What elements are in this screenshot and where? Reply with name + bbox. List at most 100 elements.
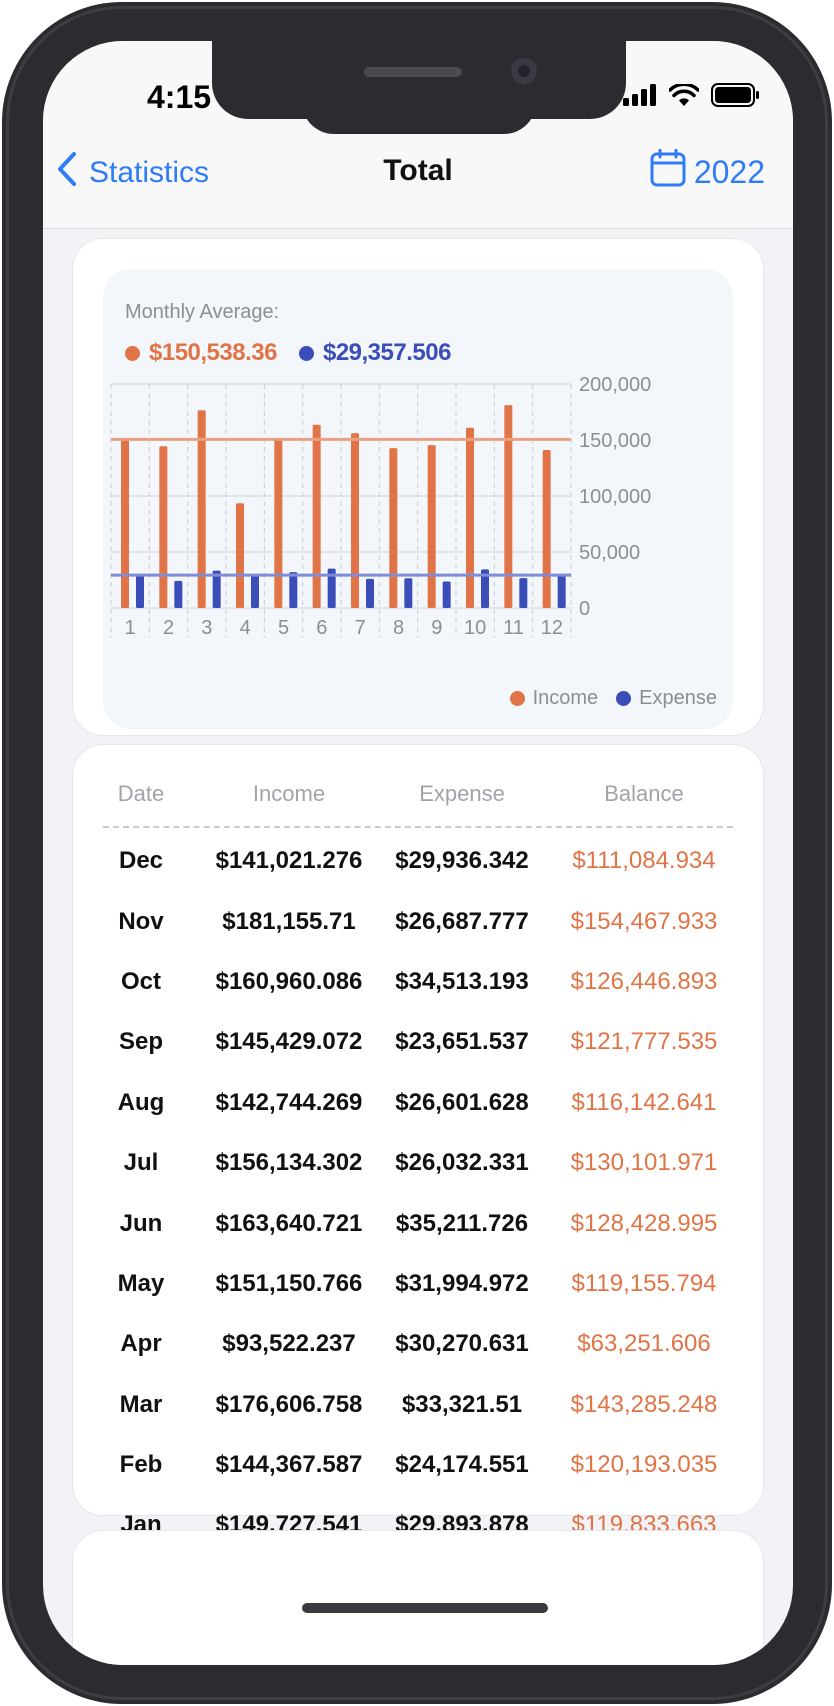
monthly-table-card: Date Income Expense Balance Dec $141,021.… xyxy=(73,745,763,1538)
home-indicator[interactable] xyxy=(302,1603,548,1613)
table-row[interactable]: Dec $141,021.276 $29,936.342 $111,084.934 xyxy=(73,831,763,891)
y-tick-label: 100,000 xyxy=(579,486,651,508)
row-balance: $116,142.641 xyxy=(571,1088,717,1116)
expense-bar xyxy=(366,578,374,608)
row-income: $181,155.71 xyxy=(222,907,356,935)
x-tick-label: 4 xyxy=(240,617,251,639)
income-average: $150,538.36 xyxy=(125,339,277,367)
row-balance: $143,285.248 xyxy=(570,1390,718,1418)
row-balance: $63,251.606 xyxy=(577,1330,711,1358)
expense-bar xyxy=(289,572,298,608)
row-date: May xyxy=(117,1269,165,1297)
legend-income: Income xyxy=(509,687,599,710)
expense-bar xyxy=(174,580,183,608)
calendar-icon xyxy=(650,148,686,195)
table-row[interactable]: Jun $163,640.721 $35,211.726 $128,428.995 xyxy=(73,1193,763,1253)
legend-income-label: Income xyxy=(532,687,599,709)
income-bar xyxy=(466,427,474,608)
x-tick-label: 10 xyxy=(464,617,486,639)
camera-icon xyxy=(511,58,537,84)
row-date: Nov xyxy=(118,907,164,935)
x-tick-label: 9 xyxy=(431,617,442,639)
expense-bar xyxy=(327,568,336,608)
page-title: Total xyxy=(383,154,453,187)
table-row[interactable]: Mar $176,606.758 $33,321.51 $143,285.248 xyxy=(73,1375,763,1435)
expense-bar xyxy=(136,574,144,608)
chart-card: Monthly Average: $150,538.36 $29,357.506… xyxy=(73,239,763,735)
row-balance: $128,428.995 xyxy=(570,1209,718,1237)
row-expense: $30,270.631 xyxy=(395,1330,529,1358)
row-balance: $120,193.035 xyxy=(570,1451,718,1479)
row-date: Oct xyxy=(120,967,161,995)
income-average-value: $150,538.36 xyxy=(149,339,277,366)
income-bar xyxy=(504,405,513,608)
row-income: $156,134.302 xyxy=(215,1149,363,1177)
back-button[interactable]: Statistics xyxy=(55,151,209,195)
row-expense: $31,994.972 xyxy=(395,1269,529,1297)
screen: 4:15 Statistics Total xyxy=(43,41,793,1665)
row-balance: $130,101.971 xyxy=(570,1149,718,1177)
year-label: 2022 xyxy=(693,153,765,190)
x-tick-label: 2 xyxy=(163,617,174,639)
y-tick-label: 50,000 xyxy=(579,542,640,564)
table-row[interactable]: Jul $156,134.302 $26,032.331 $130,101.971 xyxy=(73,1133,763,1193)
x-tick-label: 3 xyxy=(201,617,212,639)
battery-icon xyxy=(711,83,761,112)
expense-bar xyxy=(251,574,259,608)
income-bar xyxy=(542,450,551,608)
chart-legend: Income Expense xyxy=(509,687,717,710)
signal-icon xyxy=(623,84,657,111)
income-bar xyxy=(427,445,436,608)
row-balance: $121,777.535 xyxy=(570,1028,718,1056)
table-row[interactable]: Aug $142,744.269 $26,601.628 $116,142.641 xyxy=(73,1073,763,1133)
row-date: Dec xyxy=(118,847,164,875)
table-header: Date Income Expense Balance xyxy=(73,769,763,819)
chart-panel: Monthly Average: $150,538.36 $29,357.506… xyxy=(103,269,733,729)
income-bar xyxy=(351,433,359,608)
row-balance: $119,155.794 xyxy=(571,1269,717,1297)
income-dot-icon xyxy=(125,345,140,361)
row-expense: $35,211.726 xyxy=(395,1209,529,1237)
status-time: 4:15 xyxy=(147,79,212,115)
monthly-average-label: Monthly Average: xyxy=(125,301,280,323)
row-date: Jun xyxy=(119,1209,163,1237)
income-bar xyxy=(121,440,129,608)
x-tick-label: 7 xyxy=(355,617,366,639)
x-tick-label: 12 xyxy=(541,617,563,639)
back-button-label: Statistics xyxy=(89,156,210,189)
income-bar xyxy=(197,410,206,608)
row-date: Sep xyxy=(118,1028,163,1056)
x-tick-label: 5 xyxy=(278,617,289,639)
x-tick-label: 1 xyxy=(125,617,136,639)
table-body: Dec $141,021.276 $29,936.342 $111,084.934 No… xyxy=(73,831,763,1556)
expense-average: $29,357.506 xyxy=(298,339,451,367)
notch-bottom xyxy=(302,102,536,134)
wifi-icon xyxy=(668,82,700,111)
x-tick-label: 8 xyxy=(393,617,404,639)
income-bar xyxy=(312,424,321,608)
row-date: Feb xyxy=(119,1451,163,1479)
table-row[interactable]: Feb $144,367.587 $24,174.551 $120,193.035 xyxy=(73,1435,763,1495)
next-card xyxy=(73,1531,763,1665)
row-balance: $126,446.893 xyxy=(570,967,718,995)
income-bar xyxy=(389,448,398,608)
expense-bar xyxy=(442,581,451,608)
year-picker-button[interactable]: 2022 xyxy=(650,148,765,195)
speaker-grille xyxy=(364,67,462,77)
header-divider xyxy=(103,826,733,828)
income-bar xyxy=(236,503,244,608)
row-income: $142,744.269 xyxy=(215,1088,363,1116)
y-tick-label: 200,000 xyxy=(579,374,651,396)
header-date: Date xyxy=(117,781,165,806)
table-row[interactable]: Oct $160,960.086 $34,513.193 $126,446.893 xyxy=(73,952,763,1012)
header-expense: Expense xyxy=(419,781,505,806)
table-row[interactable]: Apr $93,522.237 $30,270.631 $63,251.606 xyxy=(73,1314,763,1374)
row-expense: $26,032.331 xyxy=(395,1149,529,1177)
expense-bar xyxy=(212,570,221,608)
expense-bar xyxy=(557,574,566,608)
table-row[interactable]: Sep $145,429.072 $23,651.537 $121,777.535 xyxy=(73,1012,763,1072)
table-row[interactable]: Nov $181,155.71 $26,687.777 $154,467.933 xyxy=(73,891,763,951)
table-row[interactable]: May $151,150.766 $31,994.972 $119,155.794 xyxy=(73,1254,763,1314)
expense-bar xyxy=(404,578,413,608)
